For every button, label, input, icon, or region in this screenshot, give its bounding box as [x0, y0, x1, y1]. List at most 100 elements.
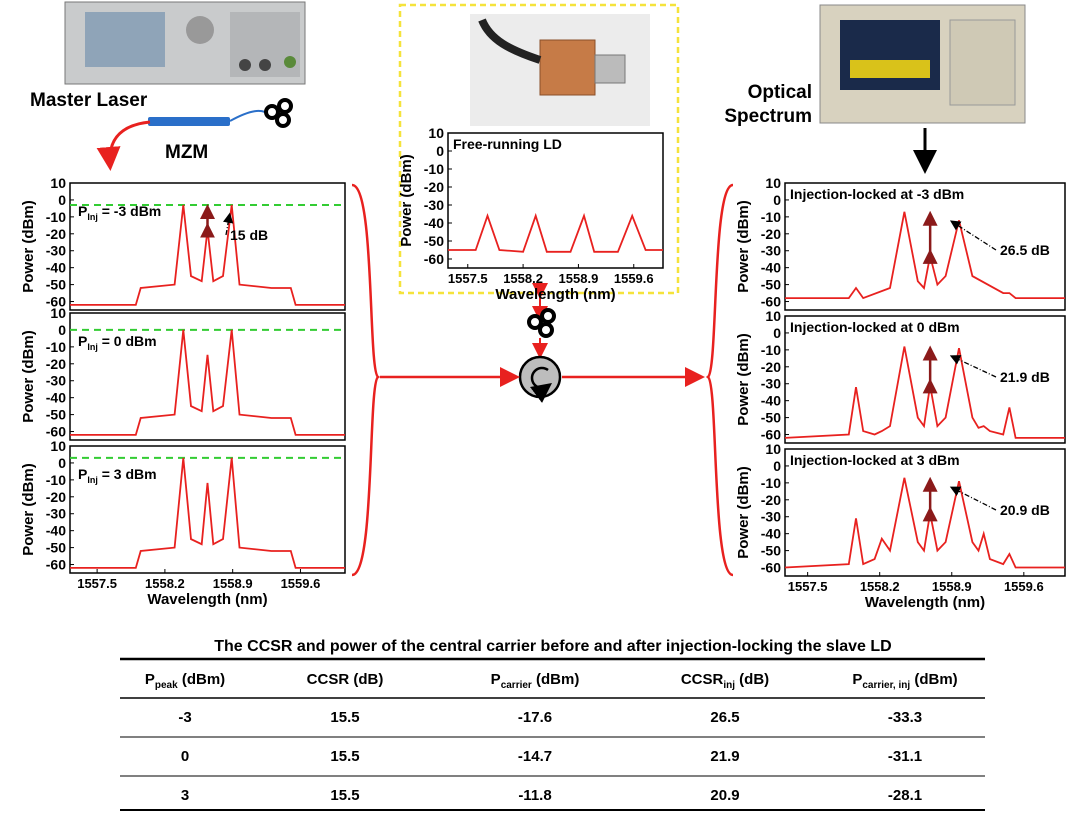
circulator [518, 355, 562, 403]
y-tick-label: 10 [50, 438, 66, 454]
y-tick-label: -10 [46, 209, 66, 225]
spectrum-line [784, 477, 1065, 569]
table-cell: -17.6 [518, 709, 552, 726]
label-rest: = 0 dBm [98, 333, 157, 349]
y-tick-label: 0 [436, 143, 444, 159]
header-part: (dBm) [178, 671, 226, 688]
mzm [148, 109, 271, 126]
y-tick-label: -20 [424, 179, 444, 195]
x-axis-label: Wavelength (nm) [865, 594, 985, 611]
y-axis-label: Power (dBm) [735, 200, 752, 293]
panel-label: PInj = -3 dBm [78, 203, 161, 222]
y-tick-label: -40 [761, 393, 781, 409]
panel: 100-10-20-30-40-50-60 Power (dBm) PInj = 0… [20, 305, 346, 441]
y-axis-label: Power (dBm) [735, 466, 752, 559]
x-tick-label: 1559.6 [614, 271, 654, 286]
y-tick-label: -10 [46, 472, 66, 488]
panel-title: Injection-locked at 0 dBm [790, 319, 960, 335]
y-tick-label: 10 [428, 125, 444, 141]
osa-photo [819, 4, 1026, 124]
y-tick-label: -50 [761, 543, 781, 559]
connectors [351, 183, 734, 577]
label: Optical [748, 82, 812, 103]
label-sub: Inj [87, 342, 98, 352]
label: Master Laser [30, 90, 148, 111]
y-tick-label: -20 [46, 226, 66, 242]
y-tick-label: -40 [761, 526, 781, 542]
panel-title: Free-running LD [453, 136, 562, 152]
plot-frame [447, 132, 664, 269]
y-tick-label: -40 [46, 523, 66, 539]
arrow [96, 120, 151, 171]
y-tick-label: 0 [58, 192, 66, 208]
plot-frame [69, 445, 346, 574]
y-tick-label: -40 [761, 260, 781, 276]
y-tick-label: -50 [761, 410, 781, 426]
y-tick-label: 10 [765, 175, 781, 191]
y-axis-label: Power (dBm) [20, 463, 37, 556]
table-header: Pcarrier, inj (dBm) [852, 671, 957, 691]
header-part: carrier [501, 680, 532, 691]
annotation: 15 dB [230, 227, 268, 243]
table-cell: -11.8 [518, 787, 551, 804]
panel: 100-10-20-30-40-50-60 1557.5 1558.2 1558.9 1… [735, 441, 1066, 611]
label-rest: = -3 dBm [98, 203, 161, 219]
table-cell: 26.5 [710, 709, 739, 726]
y-tick-label: -60 [46, 424, 66, 440]
panel-label: PInj = 3 dBm [78, 466, 157, 485]
y-tick-label: -50 [424, 233, 444, 249]
annotation: 20.9 dB [1000, 502, 1050, 518]
header-part: (dBm) [532, 671, 580, 688]
x-tick-label: 1557.5 [448, 271, 488, 286]
x-tick-label: 1557.5 [77, 576, 117, 591]
panel-title: Injection-locked at -3 dBm [790, 186, 964, 202]
annotation: 26.5 dB [1000, 242, 1050, 258]
x-tick-label: 1558.9 [213, 576, 253, 591]
x-tick-label: 1558.2 [145, 576, 185, 591]
panel-title: Injection-locked at 3 dBm [790, 452, 960, 468]
y-tick-label: 0 [58, 455, 66, 471]
y-axis-label: Power (dBm) [398, 154, 415, 247]
header-part: P [491, 671, 501, 688]
y-tick-label: -20 [761, 492, 781, 508]
label-main: P [78, 333, 87, 349]
header-part: P [145, 671, 155, 688]
y-tick-label: -40 [46, 260, 66, 276]
y-tick-label: -10 [761, 209, 781, 225]
label-sub: Inj [87, 212, 98, 222]
header-part: carrier, inj [862, 680, 910, 691]
y-tick-label: -30 [761, 243, 781, 259]
y-tick-label: -50 [761, 277, 781, 293]
y-tick-label: -30 [424, 197, 444, 213]
x-tick-label: 1558.9 [559, 271, 599, 286]
table-cell: -31.1 [888, 748, 922, 765]
y-tick-label: 0 [58, 322, 66, 338]
y-tick-label: 0 [773, 325, 781, 341]
label: MZM [165, 142, 208, 163]
x-axis-label: Wavelength (nm) [495, 286, 615, 303]
y-tick-label: -30 [46, 506, 66, 522]
y-tick-label: 0 [773, 192, 781, 208]
annotation-pointer [949, 355, 997, 378]
y-tick-label: -50 [46, 277, 66, 293]
x-tick-label: 1559.6 [1004, 579, 1044, 594]
table-header: CCSR (dB) [307, 671, 384, 688]
y-tick-label: -20 [761, 359, 781, 375]
x-tick-label: 1558.2 [860, 579, 900, 594]
annotation-pointer [223, 212, 234, 236]
x-tick-label: 1559.6 [281, 576, 321, 591]
annotation-pointer [949, 486, 997, 511]
table-cell: 15.5 [330, 709, 359, 726]
table-cell: -33.3 [888, 709, 922, 726]
table-cell: 3 [181, 787, 189, 804]
y-tick-label: -30 [761, 376, 781, 392]
table-title: The CCSR and power of the central carrie… [214, 638, 891, 655]
header-part: inj [723, 680, 735, 691]
label-main: P [78, 466, 87, 482]
panel: 100-10-20-30-40-50-60 Power (dBm) PInj = -… [20, 175, 346, 311]
y-tick-label: -60 [46, 557, 66, 573]
panel-label: PInj = 0 dBm [78, 333, 157, 352]
spectrum-line [784, 346, 1065, 439]
y-tick-label: -10 [46, 339, 66, 355]
header-part: peak [155, 680, 178, 691]
